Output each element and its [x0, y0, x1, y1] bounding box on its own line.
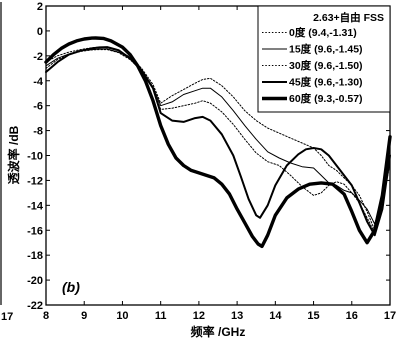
series-line-2 — [45, 49, 391, 234]
series-line-3 — [45, 46, 391, 237]
legend: 2.63+自由 FSS 0度 (9.4,-1.31) 15度 (9.6,-1.45… — [257, 5, 391, 113]
legend-label-0: 0度 (9.4,-1.31) — [289, 26, 357, 39]
legend-box — [257, 5, 391, 113]
y-tick-label: -2 — [33, 51, 43, 63]
x-tick-label: 11 — [155, 310, 167, 322]
y-tick-label: -4 — [33, 76, 44, 88]
x-tick-label: 14 — [269, 310, 282, 322]
y-tick-label: -6 — [33, 101, 43, 113]
x-tick-label: 13 — [231, 310, 243, 322]
x-tick-label: 8 — [43, 310, 49, 322]
x-tick-label: 15 — [307, 310, 319, 322]
series-line-1 — [45, 48, 391, 225]
legend-label-1: 15度 (9.6,-1.45) — [289, 43, 363, 56]
legend-label-2: 30度 (9.6,-1.50) — [289, 59, 363, 72]
y-tick-label: -12 — [27, 175, 43, 187]
y-axis-label: 透波率 /dB — [6, 125, 21, 184]
y-tick-label: -10 — [27, 151, 43, 163]
y-axis-ticks: 2 0 -2 -4 -6 -8 -10 -12 -14 -16 -18 -20 -22 — [27, 1, 390, 312]
left-panel-tick-label: 17 — [1, 311, 13, 323]
x-axis-ticks: 8 9 10 11 12 13 14 15 16 17 — [43, 6, 396, 322]
x-tick-label: 16 — [346, 310, 358, 322]
legend-title: 2.63+自由 FSS — [313, 11, 384, 24]
x-axis-label: 频率 /GHz — [191, 324, 246, 339]
legend-label-4: 60度 (9.3,-0.57) — [289, 92, 363, 105]
x-tick-label: 10 — [116, 310, 128, 322]
y-tick-label: 0 — [37, 26, 43, 38]
y-tick-label: -18 — [27, 250, 43, 262]
y-tick-label: -8 — [33, 126, 43, 138]
series-lines — [44, 36, 392, 249]
y-tick-label: -22 — [27, 300, 43, 312]
y-tick-label: -20 — [27, 275, 43, 287]
y-tick-label: -16 — [27, 225, 43, 237]
y-tick-label: 2 — [37, 1, 43, 13]
legend-label-3: 45度 (9.6,-1.30) — [289, 76, 363, 89]
series-line-4 — [44, 36, 392, 249]
x-tick-label: 9 — [81, 310, 87, 322]
panel-label: (b) — [62, 279, 80, 295]
x-tick-label: 12 — [193, 310, 205, 322]
y-tick-label: -14 — [27, 200, 44, 212]
x-tick-label: 17 — [384, 310, 396, 322]
